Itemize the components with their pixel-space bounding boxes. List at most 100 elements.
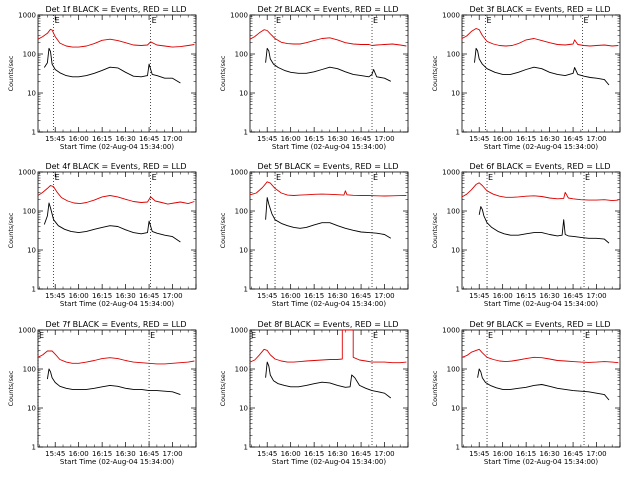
y-tick-label: 1000 [230,169,248,177]
x-tick-label: 16:00 [69,292,89,300]
event-marker-label: E [152,173,157,182]
x-tick-label: 15:45 [469,135,489,143]
event-marker-label: E [488,331,493,340]
y-tick-label: 10 [451,247,460,255]
plot-frame [461,171,621,290]
event-marker-label: E [251,331,256,340]
panel-title: Det 7f BLACK = Events, RED = LLD [45,320,186,329]
x-tick-label: 17:00 [162,135,182,143]
y-tick-label: 10 [451,90,460,98]
x-tick-label: 15:45 [469,292,489,300]
plot-frame [249,171,409,290]
y-axis-label: Counts/sec [219,55,227,91]
x-tick-label: 17:00 [586,135,606,143]
x-tick-label: 16:45 [563,292,583,300]
events-series-line [265,47,391,82]
x-tick-label: 17:00 [374,135,394,143]
y-tick-label: 100 [235,51,248,59]
y-tick-label: 100 [235,208,248,216]
y-tick-label: 1000 [442,327,460,335]
x-tick-label: 16:15 [516,135,536,143]
x-tick-label: 15:45 [257,292,277,300]
lld-series-line [250,181,407,197]
lld-series-line [250,330,407,364]
x-tick-label: 16:15 [516,292,536,300]
x-tick-label: 16:15 [304,135,324,143]
event-marker-label: E [55,173,60,182]
y-tick-label: 100 [447,208,460,216]
y-tick-label: 10 [27,405,36,413]
x-tick-label: 16:30 [328,292,348,300]
y-tick-label: 1000 [18,327,36,335]
x-tick-label: 17:00 [586,450,606,458]
event-marker-label: E [39,331,44,340]
x-tick-label: 16:45 [351,450,371,458]
plot-frame [461,329,621,448]
x-tick-label: 15:45 [45,135,65,143]
event-marker-label: E [488,173,493,182]
plot-frame [461,14,621,133]
y-axis-label: Counts/sec [431,370,439,406]
panel-title: Det 4f BLACK = Events, RED = LLD [45,162,186,171]
detector-panel-7: Det 7f BLACK = Events, RED = LLD Counts/s… [7,320,197,466]
event-marker-label: E [373,173,378,182]
lld-series-line [38,350,195,365]
panel-title: Det 8f BLACK = Events, RED = LLD [257,320,398,329]
x-tick-label: 16:45 [139,292,159,300]
x-axis-label: Start Time (02-Aug-04 15:34:00) [272,143,386,151]
x-tick-label: 15:45 [45,292,65,300]
y-tick-label: 1 [244,129,248,137]
x-tick-label: 16:30 [540,135,560,143]
x-tick-label: 16:15 [92,292,112,300]
x-axis-label: Start Time (02-Aug-04 15:34:00) [484,300,598,308]
x-tick-label: 15:45 [257,135,277,143]
y-axis-label: Counts/sec [7,212,15,248]
x-tick-label: 16:30 [328,450,348,458]
y-axis-label: Counts/sec [431,212,439,248]
x-tick-label: 17:00 [586,292,606,300]
x-axis-label: Start Time (02-Aug-04 15:34:00) [60,458,174,466]
y-tick-label: 1000 [18,12,36,20]
detector-panel-6: Det 6f BLACK = Events, RED = LLD Counts/s… [431,162,621,308]
y-tick-label: 1000 [442,169,460,177]
y-tick-label: 1000 [230,327,248,335]
lld-series-line [250,29,407,47]
x-tick-label: 16:30 [328,135,348,143]
detector-panel-3: Det 3f BLACK = Events, RED = LLD Counts/s… [431,5,621,151]
plot-frame [37,14,197,133]
x-tick-label: 16:45 [563,450,583,458]
panel-title: Det 1f BLACK = Events, RED = LLD [45,5,186,14]
x-tick-label: 16:00 [69,450,89,458]
event-marker-label: E [276,16,281,25]
x-tick-label: 15:45 [469,450,489,458]
events-series-line [265,361,392,399]
y-tick-label: 1 [32,286,36,294]
lld-series-line [38,28,195,48]
y-tick-label: 1000 [442,12,460,20]
detector-panel-8: Det 8f BLACK = Events, RED = LLD Counts/s… [219,320,409,466]
event-marker-label: E [583,16,588,25]
plot-frame [37,171,197,290]
x-tick-label: 16:00 [281,292,301,300]
x-tick-label: 15:45 [45,450,65,458]
panel-title: Det 2f BLACK = Events, RED = LLD [257,5,398,14]
y-tick-label: 100 [23,51,36,59]
events-series-line [474,47,610,86]
panel-title: Det 6f BLACK = Events, RED = LLD [469,162,610,171]
x-axis-label: Start Time (02-Aug-04 15:34:00) [272,458,386,466]
x-tick-label: 16:45 [139,135,159,143]
x-tick-label: 16:00 [69,135,89,143]
y-tick-label: 100 [447,51,460,59]
events-series-line [43,202,181,243]
x-tick-label: 16:15 [304,450,324,458]
event-marker-label: E [486,16,491,25]
x-tick-label: 16:30 [116,450,136,458]
y-tick-label: 10 [27,247,36,255]
panel-title: Det 3f BLACK = Events, RED = LLD [469,5,610,14]
y-axis-label: Counts/sec [219,370,227,406]
events-series-line [477,368,610,401]
event-marker-label: E [152,16,157,25]
y-axis-label: Counts/sec [7,55,15,91]
